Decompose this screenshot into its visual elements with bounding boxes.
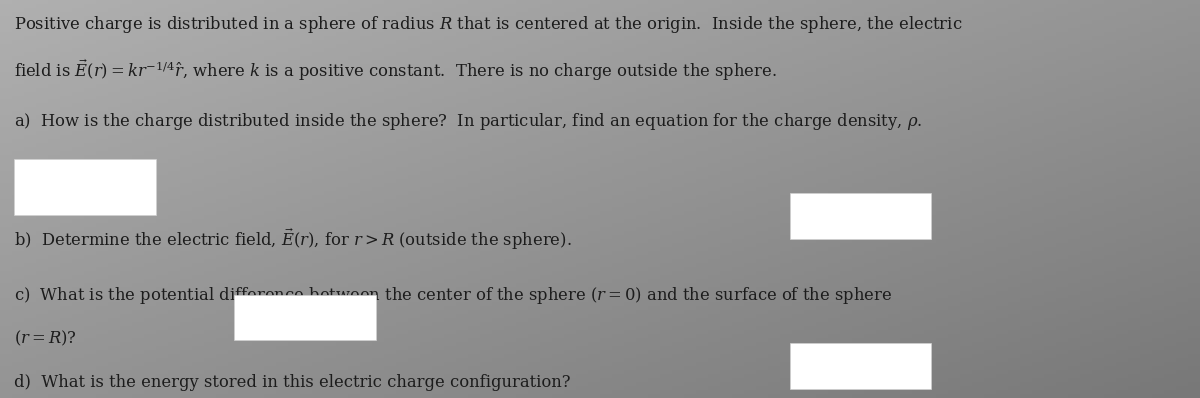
- FancyBboxPatch shape: [790, 343, 931, 389]
- Text: field is $\vec{E}(r) = kr^{-1/4}\hat{r}$, where $k$ is a positive constant.  The: field is $\vec{E}(r) = kr^{-1/4}\hat{r}$…: [14, 58, 778, 83]
- Text: c)  What is the potential difference between the center of the sphere ($r = 0$) : c) What is the potential difference betw…: [14, 285, 893, 306]
- Text: b)  Determine the electric field, $\vec{E}(r)$, for $r > R$ (outside the sphere): b) Determine the electric field, $\vec{E…: [14, 227, 572, 252]
- FancyBboxPatch shape: [14, 159, 156, 215]
- Text: d)  What is the energy stored in this electric charge configuration?: d) What is the energy stored in this ele…: [14, 374, 571, 391]
- Text: $(r = R)$?: $(r = R)$?: [14, 328, 77, 347]
- FancyBboxPatch shape: [790, 193, 931, 239]
- Text: Positive charge is distributed in a sphere of radius $R$ that is centered at the: Positive charge is distributed in a sphe…: [14, 14, 962, 35]
- Text: a)  How is the charge distributed inside the sphere?  In particular, find an equ: a) How is the charge distributed inside …: [14, 111, 923, 133]
- FancyBboxPatch shape: [234, 295, 376, 340]
